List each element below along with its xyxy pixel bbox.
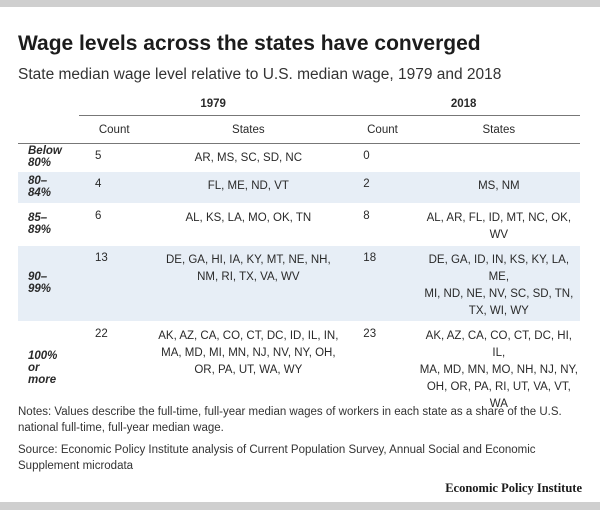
wage-band-label: 80– 84% [18,171,80,204]
table-row: 100% or more 22 AK, AZ, CA, CO, CT, DC, ID, … [18,322,580,415]
wage-band-line: 85– [28,212,48,224]
state-list-line: DE, GA, ID, IN, KS, KY, LA, ME, [428,254,570,283]
count-2018: 8 [363,210,370,222]
count-2018: 0 [363,150,370,162]
wage-band-label: 85– 89% [18,204,79,246]
state-list-line: MA, MD, MN, MO, NH, NJ, NY, [419,364,578,376]
notes-text: Notes: Values describe the full-time, fu… [18,406,562,434]
state-list-line: AK, AZ, CA, CO, CT, DC, HI, IL, [425,330,572,359]
states-1979: DE, GA, HI, IA, KY, MT, NE, NH, NM, RI, T… [149,245,348,322]
bottom-rule [0,502,600,510]
group-header-1979: 1979 [200,98,226,110]
state-list-line: TX, WI, WY [468,305,529,317]
source-text: Source: Economic Policy Institute analys… [18,444,536,472]
count-1979: 6 [95,210,102,222]
brand-name: Economic Policy Institute [445,481,582,495]
states-2018: MS, NM [417,171,580,204]
state-list-line: AR, MS, SC, SD, NC [194,152,303,164]
wage-band-line: 89% [28,224,52,236]
wage-band-label: Below 80% [18,144,79,172]
state-list-line: MI, ND, NE, NV, SC, SD, TN, [424,288,574,300]
notes-block: Notes: Values describe the full-time, fu… [18,405,583,481]
col-header-states-1979: States [149,115,348,144]
state-list-line: OR, PA, UT, WA, WY [194,364,303,376]
states-1979: AR, MS, SC, SD, NC [149,144,347,172]
state-list-line: WA [489,398,508,410]
count-2018: 23 [363,328,377,340]
state-list-line: FL, ME, ND, VT [207,180,289,192]
states-2018: AK, AZ, CA, CO, CT, DC, HI, IL, MA, MD, M… [418,322,580,415]
wage-band-label: 100% or more [18,322,79,415]
wage-band-line: more [28,373,57,386]
states-2018: AL, AR, FL, ID, MT, NC, OK, WV [418,204,580,246]
states-1979: AK, AZ, CA, CO, CT, DC, ID, IL, IN, MA, M… [149,322,347,415]
col-header-count-1979: Count [79,115,150,144]
count-1979: 22 [95,328,108,340]
state-list-line: DE, GA, HI, IA, KY, MT, NE, NH, [166,254,331,266]
states-2018 [418,144,580,172]
wage-band-line: 90– [28,271,48,283]
page-title: Wage levels across the states have conve… [18,32,481,55]
table-row: 80– 84% 4 FL, ME, ND, VT 2 MS, NM [18,171,580,204]
wage-band-line: 80– [28,175,48,187]
col-header-states-2018: States [417,115,580,144]
table-row: 90– 99% 13 DE, GA, HI, IA, KY, MT, NE, NH, N… [18,245,580,322]
wage-band-line: 80% [28,157,52,169]
col-header-count-2018: Count [347,115,418,144]
states-1979: AL, KS, LA, MO, OK, TN [149,204,347,246]
state-list-line: NM, RI, TX, VA, WV [197,271,300,283]
state-list-line: OH, OR, PA, RI, UT, VA, VT, [426,381,571,393]
wage-table: 1979 2018 Count States Count States Belo… [18,92,580,415]
wage-band-line: 84% [28,187,52,199]
state-list-line: AL, AR, FL, ID, MT, NC, OK, WV [426,212,572,241]
state-list-line: MA, MD, MI, MN, NJ, NV, NY, OH, [161,347,336,359]
wage-band-line: Below [28,145,62,157]
table-row: Below 80% 5 AR, MS, SC, SD, NC 0 [18,144,580,172]
states-2018: DE, GA, ID, IN, KS, KY, LA, ME, MI, ND, N… [417,245,580,322]
count-1979: 4 [79,171,150,204]
top-rule [0,0,600,7]
state-list-line: AK, AZ, CA, CO, CT, DC, ID, IL, IN, [158,330,339,342]
wage-band-line: 100% [28,349,58,362]
wage-band-label: 90– 99% [18,245,80,322]
count-2018: 18 [347,245,418,322]
wage-band-line: or [28,361,40,374]
page-subtitle: State median wage level relative to U.S.… [18,66,502,83]
state-list-line: MS, NM [478,180,520,192]
states-1979: FL, ME, ND, VT [149,171,348,204]
count-1979: 13 [79,245,150,322]
state-list-line: AL, KS, LA, MO, OK, TN [185,212,312,224]
group-header-2018: 2018 [450,98,477,110]
table-row: 85– 89% 6 AL, KS, LA, MO, OK, TN 8 AL, AR, FL… [18,204,580,246]
count-1979: 5 [95,150,102,162]
wage-band-line: 99% [28,283,52,295]
count-2018: 2 [347,171,418,204]
